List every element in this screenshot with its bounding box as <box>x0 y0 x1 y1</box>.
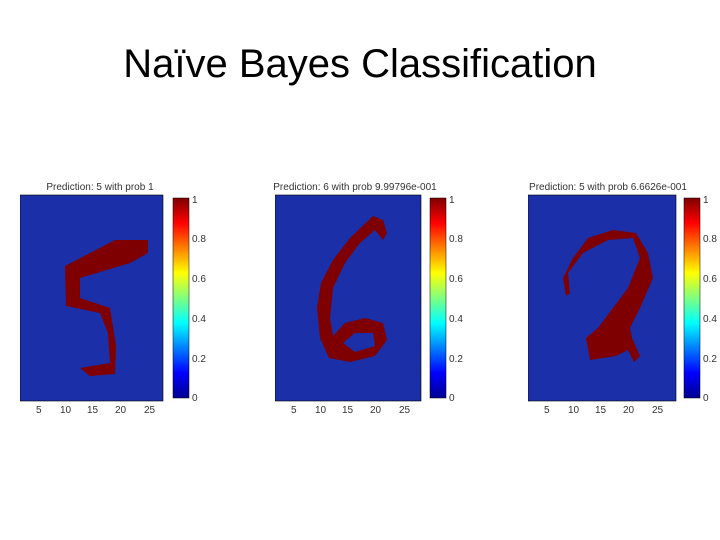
colorbar <box>429 197 447 399</box>
x-tick-label: 15 <box>595 405 607 416</box>
digit-image-plot: 5 10 15 20 25 5 10 15 20 25 1 0 <box>528 194 717 416</box>
x-tick-labels: 5 10 15 20 25 <box>36 405 156 416</box>
image-background <box>528 195 676 401</box>
colorbar-tick-label: 0 <box>449 393 455 404</box>
colorbar-tick-label: 0.2 <box>449 354 463 365</box>
x-tick-label: 15 <box>342 405 354 416</box>
x-tick-labels: 5 10 15 20 25 <box>544 405 664 416</box>
x-tick-label: 10 <box>60 405 72 416</box>
x-tick-label: 5 <box>291 405 297 416</box>
x-tick-label: 20 <box>370 405 382 416</box>
colorbar-tick-label: 0.4 <box>449 314 463 325</box>
image-background <box>275 195 421 401</box>
panel-title: Prediction: 5 with prob 6.6626e-001 <box>529 182 687 193</box>
colorbar-tick-labels: 1 0.8 0.6 0.4 0.2 0 <box>703 195 717 404</box>
x-tick-labels: 5 10 15 20 25 <box>291 405 411 416</box>
x-tick-label: 20 <box>115 405 127 416</box>
colorbar-tick-label: 1 <box>192 195 198 206</box>
x-tick-label: 10 <box>315 405 327 416</box>
x-tick-label: 20 <box>623 405 635 416</box>
colorbar-tick-label: 0.8 <box>703 234 717 245</box>
plot-frame <box>528 194 677 402</box>
x-tick-label: 5 <box>544 405 550 416</box>
x-tick-label: 15 <box>87 405 99 416</box>
slide-title: Naïve Bayes Classification <box>123 42 597 86</box>
colorbar-tick-label: 0.2 <box>703 354 717 365</box>
x-tick-label: 10 <box>568 405 580 416</box>
colorbar-tick-label: 0.4 <box>192 314 206 325</box>
digit-panel-1: Prediction: 5 with prob 1 5 10 15 20 25 … <box>20 178 220 418</box>
colorbar-tick-label: 0.2 <box>192 354 206 365</box>
digit-panel-2: Prediction: 6 with prob 9.99796e-001 5 1… <box>273 178 475 418</box>
colorbar <box>683 197 701 399</box>
digit-stroke <box>65 240 148 376</box>
x-tick-label: 25 <box>652 405 664 416</box>
panel-title: Prediction: 5 with prob 1 <box>46 182 154 193</box>
colorbar-tick-labels: 1 0.8 0.6 0.4 0.2 0 <box>449 195 463 404</box>
colorbar-tick-label: 0.6 <box>449 274 463 285</box>
digit-image-plot: 5 10 15 20 25 5 10 15 20 25 1 0 <box>275 194 463 416</box>
digit-stroke <box>563 230 653 362</box>
digit-panel-3: Prediction: 5 with prob 6.6626e-001 5 10… <box>528 178 720 418</box>
colorbar-tick-label: 0.4 <box>703 314 717 325</box>
x-tick-label: 25 <box>399 405 411 416</box>
x-tick-label: 25 <box>144 405 156 416</box>
colorbar-tick-label: 0.8 <box>192 234 206 245</box>
colorbar-tick-label: 0.6 <box>192 274 206 285</box>
colorbar-tick-label: 0 <box>703 393 709 404</box>
digit-stroke <box>317 216 387 362</box>
x-tick-label: 5 <box>36 405 42 416</box>
digit-image-plot: 5 10 15 20 25 5 10 15 20 25 1 0 <box>20 194 206 416</box>
panel-title: Prediction: 6 with prob 9.99796e-001 <box>273 182 437 193</box>
colorbar-tick-label: 1 <box>703 195 709 206</box>
colorbar-tick-label: 1 <box>449 195 455 206</box>
colorbar-tick-label: 0 <box>192 393 198 404</box>
plot-frame <box>275 194 422 402</box>
colorbar-tick-labels: 1 0.8 0.6 0.4 0.2 0 <box>192 195 206 404</box>
colorbar <box>172 197 190 399</box>
colorbar-tick-label: 0.8 <box>449 234 463 245</box>
plot-frame <box>20 194 164 402</box>
colorbar-tick-label: 0.6 <box>703 274 717 285</box>
